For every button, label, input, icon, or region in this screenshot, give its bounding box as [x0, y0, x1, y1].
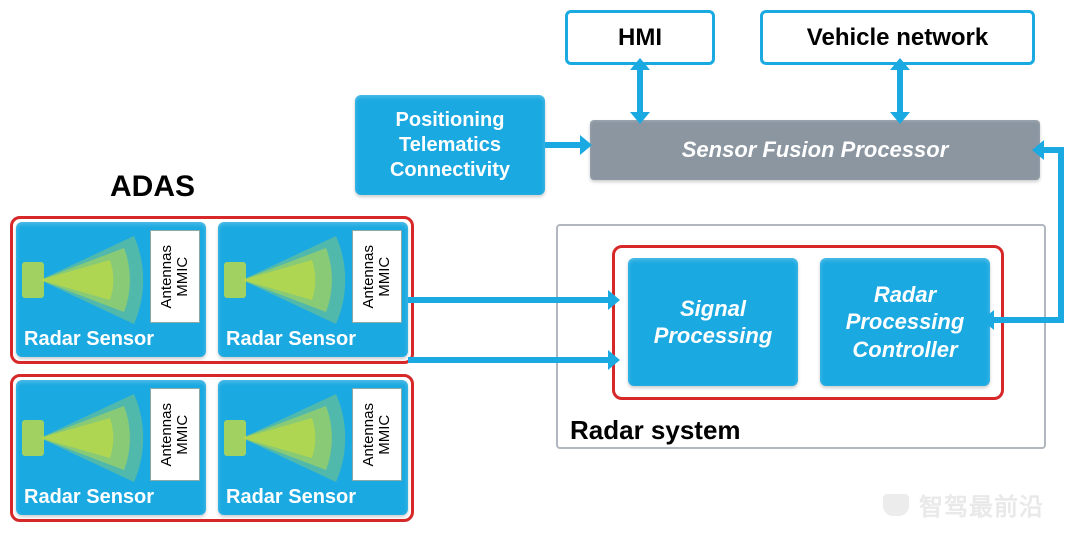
- arrow-elbow-into-ctl: [982, 310, 994, 330]
- node-vnet: Vehicle network: [760, 10, 1035, 65]
- node-ptc-label: Positioning Telematics Connectivity: [390, 108, 510, 183]
- arrow-elbow-v: [1058, 147, 1064, 323]
- watermark: 智驾最前沿: [883, 487, 1044, 522]
- radar-fan-icon: [218, 380, 348, 495]
- sensor-tile-1: Antennas MMIC Radar Sensor: [218, 222, 408, 357]
- arrow-vnet-down: [890, 112, 910, 124]
- watermark-text: 智驾最前沿: [919, 487, 1044, 522]
- radar-system-title: Radar system: [570, 415, 741, 446]
- sensor-label: Radar Sensor: [226, 486, 356, 509]
- sensor-side-label: Antennas MMIC: [352, 230, 402, 323]
- sensor-side-label: Antennas MMIC: [352, 388, 402, 481]
- node-vnet-label: Vehicle network: [807, 24, 988, 52]
- adas-title: ADAS: [110, 170, 195, 204]
- sensor-tile-0: Antennas MMIC Radar Sensor: [16, 222, 206, 357]
- arrow-hmi-up: [630, 58, 650, 70]
- arrow-hmi-down: [630, 112, 650, 124]
- sensor-label: Radar Sensor: [24, 328, 154, 351]
- arrow-sensors-top: [408, 297, 613, 303]
- node-radarctl-label: Radar Processing Controller: [846, 281, 965, 364]
- node-fusion-label: Sensor Fusion Processor: [682, 137, 949, 163]
- arrow-vnet-up: [890, 58, 910, 70]
- arrow-sensors-bot: [408, 357, 613, 363]
- arrow-ptc-fusion: [545, 142, 585, 148]
- arrow-elbow-bot: [990, 317, 1064, 323]
- sensor-label: Radar Sensor: [226, 328, 356, 351]
- node-hmi: HMI: [565, 10, 715, 65]
- arrow-elbow-into-fusion: [1032, 140, 1044, 160]
- node-signal-processing: Signal Processing: [628, 258, 798, 386]
- arrow-sensors-bot-r: [608, 350, 620, 370]
- radar-fan-icon: [218, 222, 348, 337]
- arrow-ptc-right: [580, 135, 592, 155]
- radar-fan-icon: [16, 222, 146, 337]
- wechat-icon: [883, 494, 909, 516]
- node-radar-controller: Radar Processing Controller: [820, 258, 990, 386]
- sensor-tile-2: Antennas MMIC Radar Sensor: [16, 380, 206, 515]
- node-sig-label: Signal Processing: [654, 295, 773, 350]
- sensor-side-label: Antennas MMIC: [150, 230, 200, 323]
- node-ptc: Positioning Telematics Connectivity: [355, 95, 545, 195]
- sensor-side-label: Antennas MMIC: [150, 388, 200, 481]
- radar-fan-icon: [16, 380, 146, 495]
- sensor-label: Radar Sensor: [24, 486, 154, 509]
- node-fusion: Sensor Fusion Processor: [590, 120, 1040, 180]
- node-hmi-label: HMI: [618, 24, 662, 52]
- sensor-tile-3: Antennas MMIC Radar Sensor: [218, 380, 408, 515]
- arrow-sensors-top-r: [608, 290, 620, 310]
